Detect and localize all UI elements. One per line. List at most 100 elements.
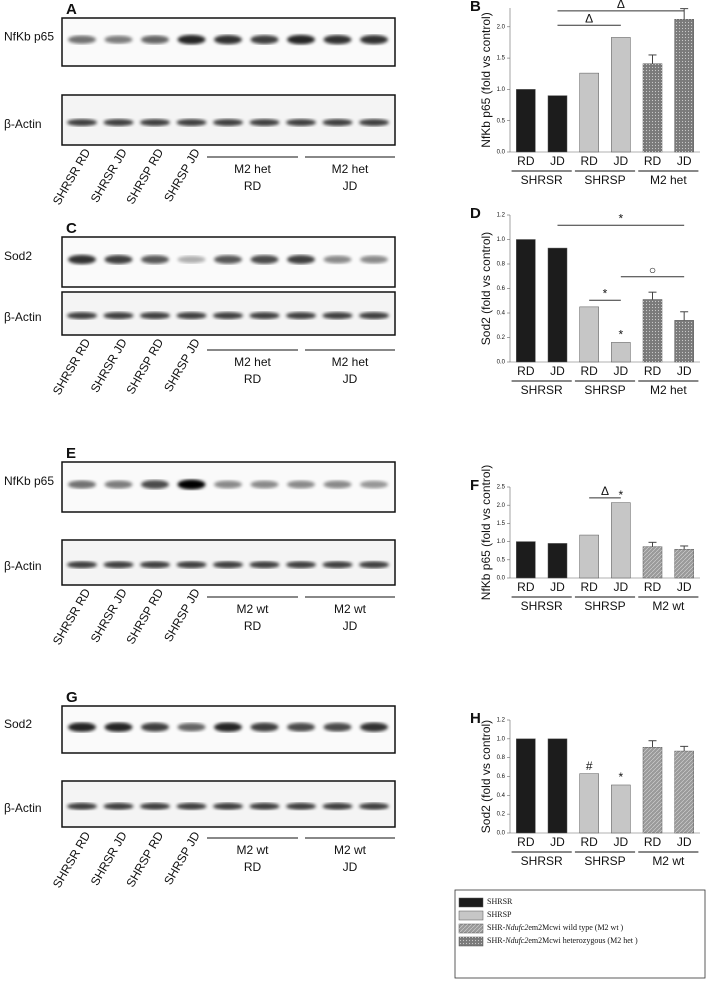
band (67, 802, 97, 810)
band (141, 35, 169, 44)
y-axis-label: NfKb p65 (fold vs control) (479, 12, 493, 147)
y-tick-label: 1.5 (497, 56, 506, 62)
panel-letter: A (66, 1, 77, 18)
blot-label: Sod2 (4, 717, 32, 731)
group-label: M2 wt (236, 843, 269, 857)
band (250, 480, 279, 489)
panel-letter: F (470, 477, 479, 494)
group-label: M2 het (234, 162, 271, 176)
bar-pattern (643, 299, 662, 362)
y-tick-label: 1.2 (497, 718, 506, 724)
band (213, 119, 243, 126)
blot-label: β-Actin (4, 310, 42, 324)
band (103, 119, 134, 126)
band (104, 255, 133, 264)
legend-box (454, 889, 706, 979)
band (287, 34, 315, 45)
group-label: SHRSR (521, 383, 563, 397)
band (359, 312, 389, 320)
group-label: M2 wt (236, 602, 269, 616)
x-tick-label: JD (677, 154, 692, 168)
band (323, 35, 352, 45)
lane-label: SHRSP JD (161, 829, 203, 887)
bar (611, 502, 631, 579)
band (177, 255, 206, 264)
x-tick-label: JD (613, 154, 628, 168)
band (176, 312, 207, 320)
group-label: M2 het (234, 355, 271, 369)
band (214, 35, 242, 45)
legend-gene: Ndufc2 (504, 936, 528, 945)
group-label: M2 wt (334, 602, 367, 616)
band (141, 255, 169, 264)
legend-swatch-pattern (459, 924, 483, 933)
legend-label: SHR-Ndufc2em2Mcwi wild type (M2 wt ) (487, 923, 624, 932)
band (67, 312, 97, 320)
x-tick-label: RD (517, 364, 535, 378)
band (214, 722, 242, 732)
group-label: RD (244, 179, 262, 193)
legend-prefix: SHR- (487, 923, 506, 932)
y-tick-label: 0.4 (497, 793, 506, 799)
band (322, 119, 353, 126)
band (322, 561, 353, 569)
band (213, 802, 243, 810)
panel-letter: B (470, 0, 481, 15)
band (360, 255, 388, 264)
group-label: RD (244, 619, 262, 633)
y-tick-label: 1.0 (497, 539, 506, 545)
y-tick-label: 1.2 (497, 213, 506, 219)
y-tick-label: 0.8 (497, 755, 506, 761)
band (286, 802, 316, 810)
band (286, 312, 316, 320)
legend-label: SHRSR (487, 897, 513, 906)
bar-pattern (674, 751, 694, 833)
band (176, 802, 207, 810)
band (141, 480, 169, 489)
blot-label: β-Actin (4, 117, 42, 131)
bar (516, 738, 536, 834)
band (103, 561, 134, 569)
band (250, 35, 279, 45)
legend-suffix: em2Mcwi wild type (M2 wt ) (528, 923, 623, 932)
group-label: SHRSP (584, 173, 625, 187)
y-tick-label: 1.0 (497, 237, 506, 243)
band (249, 312, 280, 320)
lane-label: SHRSP JD (161, 336, 203, 394)
band (214, 255, 242, 264)
band (359, 802, 389, 810)
bar-pattern (674, 320, 694, 362)
group-label: M2 het (650, 173, 687, 187)
x-tick-label: RD (644, 364, 662, 378)
band (360, 722, 388, 732)
legend-suffix: em2Mcwi heterozygous (M2 het ) (528, 936, 638, 945)
band (322, 312, 353, 320)
significance-mark: ○ (649, 263, 656, 277)
group-label: SHRSR (521, 173, 563, 187)
band (359, 119, 389, 126)
band (176, 119, 207, 126)
band (286, 561, 316, 569)
y-tick-label: 0.4 (497, 311, 506, 317)
y-tick-label: 2.0 (497, 24, 506, 30)
blot-label: NfKb p65 (4, 29, 54, 43)
x-tick-label: JD (550, 580, 565, 594)
significance-mark: # (586, 759, 593, 773)
bar (516, 89, 536, 153)
lane-label: SHRSR JD (88, 146, 130, 205)
y-tick-label: 0.0 (497, 576, 506, 582)
x-tick-label: JD (550, 835, 565, 849)
bar-pattern (643, 546, 662, 578)
y-tick-label: 2.0 (497, 503, 506, 509)
significance-mark: Δ (585, 11, 593, 25)
blot-label: NfKb p65 (4, 474, 54, 488)
y-tick-label: 1.0 (497, 87, 506, 93)
legend-label: SHRSP (487, 910, 512, 919)
band (323, 480, 352, 489)
band (250, 255, 279, 264)
legend-swatch (458, 910, 484, 921)
band (249, 119, 280, 126)
bar (516, 239, 536, 363)
lane-label: SHRSP JD (161, 146, 203, 204)
y-tick-label: 0.0 (497, 150, 506, 156)
